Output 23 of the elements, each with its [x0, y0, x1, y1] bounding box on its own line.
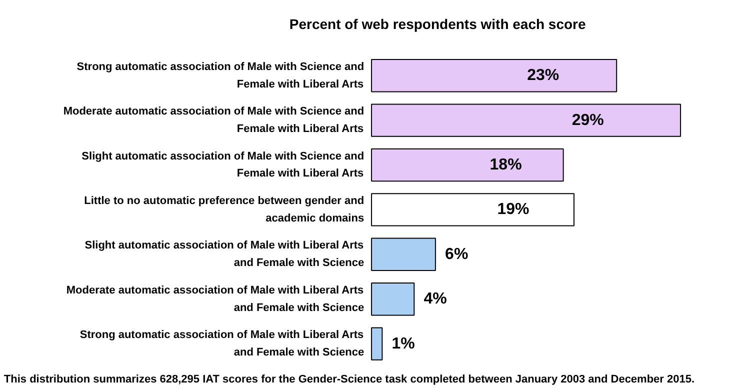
bar [371, 104, 682, 137]
text: This distribution summarizes 628,295 IAT scores for the Gender-Science task completed between January 2003 and December 2015. [4, 374, 695, 386]
y-tick-label: Slight automatic association of Male with Liberal Arts and Female with Science [84, 240, 364, 270]
bar [371, 59, 618, 92]
bar [371, 148, 564, 182]
bar [371, 327, 383, 360]
bar [371, 238, 436, 271]
y-tick-label: Strong automatic association of Male with Liberal Arts and Female with Science [80, 329, 364, 358]
data-label: 23% [527, 67, 560, 84]
data-label: 19% [497, 201, 530, 218]
data-label: 4% [424, 290, 447, 308]
data-label: 18% [490, 156, 522, 174]
y-tick-label: Moderate automatic association of Male with Liberal Arts and Female with Science [66, 284, 364, 314]
data-label: 29% [572, 112, 604, 129]
data-label: 1% [392, 335, 415, 352]
y-tick-label: Slight automatic association of Male with Science and Female with Liberal Arts [82, 150, 364, 180]
y-tick-label: Little to no automatic preference between gender and academic domains [84, 195, 364, 224]
bar [371, 282, 415, 316]
bar [371, 193, 574, 226]
y-tick-label: Strong automatic association of Male with Science and Female with Liberal Arts [76, 60, 364, 90]
chart-title: Percent of web respondents with each score [289, 16, 586, 32]
data-label: 6% [445, 246, 468, 263]
y-tick-label: Moderate automatic association of Male with Science and Female with Liberal Arts [63, 106, 364, 135]
